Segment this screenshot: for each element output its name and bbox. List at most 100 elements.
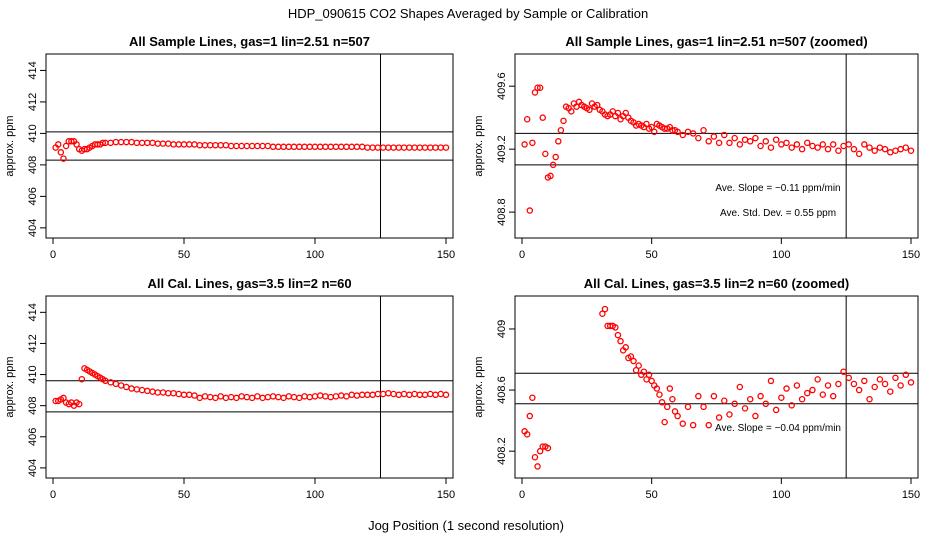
data-point xyxy=(855,150,863,158)
data-point xyxy=(871,383,878,391)
data-point xyxy=(599,310,606,317)
data-point xyxy=(614,109,622,117)
data-point xyxy=(521,141,528,148)
data-point xyxy=(757,392,764,400)
panel-title: All Cal. Lines, gas=3.5 lin=2 n=60 (zoom… xyxy=(584,276,850,291)
data-point xyxy=(850,380,858,388)
data-point xyxy=(57,149,65,156)
x-tick-label: 0 xyxy=(519,249,525,261)
data-point xyxy=(731,400,738,408)
data-point xyxy=(887,388,894,395)
data-point xyxy=(866,395,873,403)
data-point xyxy=(902,371,910,379)
data-point xyxy=(809,386,816,394)
data-point xyxy=(645,371,653,379)
data-point xyxy=(861,377,868,385)
data-point xyxy=(829,141,837,148)
data-point xyxy=(542,150,549,158)
data-point xyxy=(700,127,707,134)
data-point xyxy=(60,394,67,402)
data-point xyxy=(845,141,853,148)
data-point xyxy=(99,139,107,147)
data-point xyxy=(892,374,899,382)
data-point xyxy=(689,421,697,429)
panel-cal-lines: All Cal. Lines, gas=3.5 lin=2 n=60 approx… xyxy=(4,276,455,501)
data-point xyxy=(824,145,832,153)
data-point xyxy=(544,444,552,452)
data-point xyxy=(762,400,770,408)
data-point xyxy=(715,139,723,147)
data-point xyxy=(531,454,539,461)
panel-annotation: Ave. Slope = −0.11 ppm/min xyxy=(715,183,840,194)
data-point xyxy=(778,394,785,401)
data-point xyxy=(855,386,863,394)
data-point xyxy=(881,145,889,153)
y-axis-label: approx. ppm xyxy=(473,115,485,176)
data-point xyxy=(804,389,811,397)
data-point xyxy=(656,391,663,398)
data-point xyxy=(824,382,832,389)
data-point xyxy=(861,141,868,148)
data-point xyxy=(757,142,764,150)
data-point xyxy=(689,130,697,137)
data-point xyxy=(640,368,648,375)
panel-title: All Cal. Lines, gas=3.5 lin=2 n=60 xyxy=(147,276,351,291)
data-point xyxy=(78,375,86,383)
y-tick-label: 412 xyxy=(27,334,39,352)
y-tick-label: 412 xyxy=(27,93,39,111)
data-point xyxy=(622,109,629,117)
plot-frame xyxy=(45,295,454,479)
y-tick-label: 410 xyxy=(27,365,39,383)
x-tick-label: 100 xyxy=(306,489,324,501)
data-point xyxy=(746,395,754,403)
data-point xyxy=(442,144,450,151)
x-tick-label: 100 xyxy=(772,249,790,261)
panel-cal-lines-zoomed: All Cal. Lines, gas=3.5 lin=2 n=60 (zoom… xyxy=(473,276,920,501)
data-point xyxy=(819,141,827,148)
x-tick-label: 150 xyxy=(437,489,455,501)
data-point xyxy=(612,324,619,331)
data-point xyxy=(907,379,915,386)
data-point xyxy=(526,207,534,214)
panel-sample-lines: All Sample Lines, gas=1 lin=2.51 n=507 ap… xyxy=(4,34,455,261)
data-point xyxy=(715,414,723,421)
data-point xyxy=(798,145,806,153)
x-tick-label: 0 xyxy=(50,249,56,261)
data-point xyxy=(881,380,889,388)
data-point xyxy=(840,368,847,375)
data-point xyxy=(661,418,668,426)
x-tick-label: 50 xyxy=(178,249,190,261)
data-point xyxy=(635,362,642,369)
data-point xyxy=(798,395,806,403)
data-point xyxy=(684,403,692,411)
data-point xyxy=(695,392,702,400)
y-tick-label: 408.6 xyxy=(496,376,508,404)
data-point xyxy=(788,144,795,151)
data-point xyxy=(726,139,733,147)
data-point xyxy=(523,431,531,438)
x-tick-label: 0 xyxy=(519,489,525,501)
data-point xyxy=(679,420,687,427)
panel-annotation: Ave. Std. Dev. = 0.55 ppm xyxy=(720,208,836,219)
data-point xyxy=(663,403,671,411)
data-point xyxy=(814,144,821,151)
data-point xyxy=(772,406,780,414)
x-tick-label: 100 xyxy=(306,249,324,261)
data-point xyxy=(710,392,718,400)
x-tick-label: 0 xyxy=(50,489,56,501)
data-point xyxy=(442,391,450,399)
data-point xyxy=(568,108,575,115)
data-point xyxy=(531,89,539,96)
data-point xyxy=(549,161,557,169)
data-point xyxy=(648,377,655,385)
data-point xyxy=(632,366,640,374)
data-point xyxy=(762,138,770,145)
y-tick-label: 404 xyxy=(27,459,39,477)
data-point xyxy=(648,123,655,131)
data-point xyxy=(721,397,728,404)
data-point xyxy=(643,120,650,128)
data-point xyxy=(674,412,681,420)
data-point xyxy=(850,145,858,153)
data-point xyxy=(902,144,910,151)
y-axis-label: approx. ppm xyxy=(473,356,485,417)
